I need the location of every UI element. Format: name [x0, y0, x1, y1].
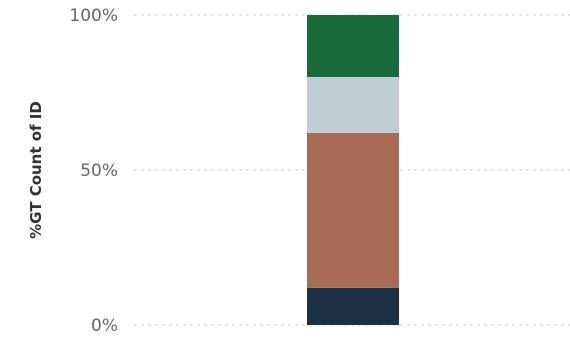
- y-tick-label-0: 0%: [91, 316, 118, 336]
- y-axis-ticks: 0% 50% 100%: [69, 6, 118, 336]
- bar-segment-4[interactable]: [307, 15, 399, 77]
- bar-segment-3[interactable]: [307, 77, 399, 133]
- bar-segment-1[interactable]: [307, 287, 399, 325]
- y-axis-title: %GT Count of ID: [27, 101, 45, 239]
- bar-segment-2[interactable]: [307, 132, 399, 288]
- bar-segments: [307, 15, 399, 325]
- y-tick-label-100: 100%: [69, 6, 118, 26]
- y-tick-label-50: 50%: [80, 161, 118, 181]
